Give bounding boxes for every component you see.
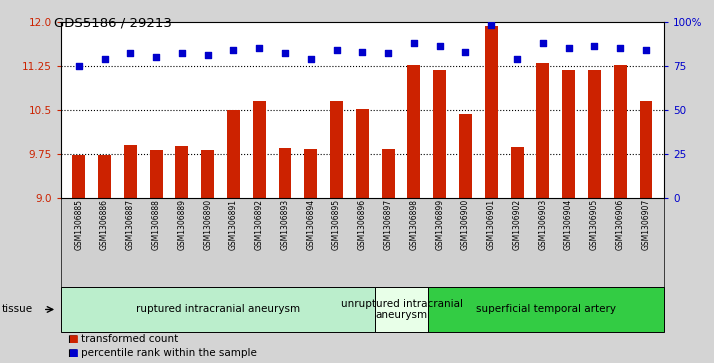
Bar xyxy=(278,148,291,198)
Point xyxy=(588,44,600,49)
Bar xyxy=(459,114,472,198)
Bar xyxy=(98,155,111,198)
Point xyxy=(202,52,213,58)
Point xyxy=(228,47,239,53)
Point xyxy=(615,45,626,51)
Point xyxy=(73,63,84,69)
Bar xyxy=(150,150,163,198)
Bar xyxy=(588,70,601,198)
Point xyxy=(434,44,446,49)
Point xyxy=(460,49,471,54)
Bar xyxy=(227,110,240,198)
Point xyxy=(279,50,291,56)
Bar xyxy=(433,70,446,198)
Point xyxy=(176,50,188,56)
Bar xyxy=(536,63,549,198)
Point xyxy=(640,47,652,53)
Bar xyxy=(382,149,395,198)
Bar xyxy=(356,109,369,198)
Text: superficial temporal artery: superficial temporal artery xyxy=(476,305,616,314)
Bar xyxy=(124,145,137,198)
Point xyxy=(563,45,574,51)
Bar xyxy=(253,101,266,198)
Bar xyxy=(330,101,343,198)
Bar xyxy=(614,65,627,198)
Text: ■: ■ xyxy=(68,334,78,344)
Point xyxy=(99,56,110,62)
Bar xyxy=(511,147,523,198)
Bar xyxy=(562,70,575,198)
Bar xyxy=(485,26,498,198)
Bar xyxy=(201,150,214,198)
Text: ruptured intracranial aneurysm: ruptured intracranial aneurysm xyxy=(136,305,300,314)
Text: GDS5186 / 29213: GDS5186 / 29213 xyxy=(54,16,171,29)
Text: unruptured intracranial
aneurysm: unruptured intracranial aneurysm xyxy=(341,299,463,320)
Text: ■: ■ xyxy=(68,348,78,358)
Bar xyxy=(176,146,188,198)
Text: ■ transformed count: ■ transformed count xyxy=(68,334,178,344)
Point xyxy=(151,54,162,60)
Bar xyxy=(640,101,653,198)
Point xyxy=(331,47,342,53)
Point xyxy=(305,56,316,62)
Bar xyxy=(304,149,317,198)
Point xyxy=(356,49,368,54)
Text: tissue: tissue xyxy=(1,305,33,314)
Point xyxy=(408,40,420,46)
Point xyxy=(253,45,265,51)
Bar xyxy=(72,155,85,198)
Point xyxy=(511,56,523,62)
Point xyxy=(486,23,497,28)
Point xyxy=(537,40,548,46)
Point xyxy=(124,50,136,56)
Text: ■ percentile rank within the sample: ■ percentile rank within the sample xyxy=(68,348,257,358)
Bar xyxy=(408,65,421,198)
Point xyxy=(383,50,394,56)
